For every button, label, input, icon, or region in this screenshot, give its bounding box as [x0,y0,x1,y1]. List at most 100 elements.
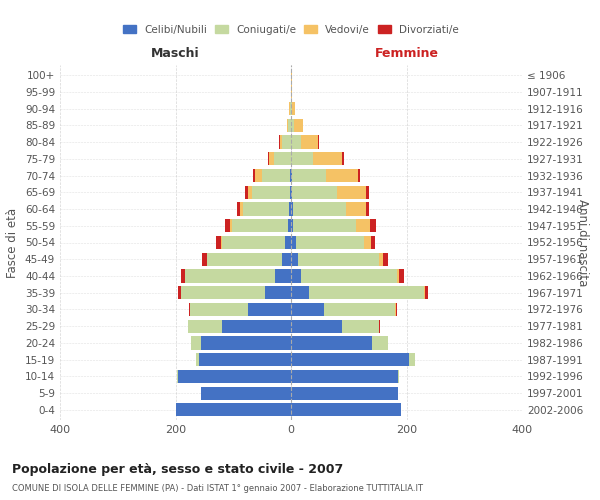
Bar [243,202,289,215]
Bar [291,386,398,400]
Bar [291,353,409,366]
Bar [379,252,383,266]
Bar [425,286,428,300]
Bar [291,152,313,166]
Bar [292,102,295,115]
Bar [356,219,370,232]
Bar [291,320,342,333]
Bar [292,169,326,182]
Bar [291,119,294,132]
Y-axis label: Anni di nascita: Anni di nascita [576,199,589,286]
Bar [291,202,293,215]
Bar [269,152,274,166]
Bar [409,353,415,366]
Bar [291,186,292,199]
Bar [364,236,371,249]
Bar [190,303,248,316]
Bar [317,136,319,148]
Bar [202,386,291,400]
Bar [291,404,401,416]
Bar [395,303,397,316]
Bar [177,370,178,383]
Bar [291,270,301,282]
Bar [176,404,291,416]
Bar [291,303,325,316]
Bar [202,336,291,349]
Bar [383,252,388,266]
Bar [189,303,190,316]
Bar [301,270,397,282]
Bar [262,169,290,182]
Bar [290,102,291,115]
Bar [370,219,376,232]
Bar [181,286,265,300]
Bar [181,270,185,282]
Bar [188,320,222,333]
Bar [298,252,379,266]
Bar [292,186,337,199]
Bar [291,136,301,148]
Bar [290,186,291,199]
Text: Femmine: Femmine [374,47,439,60]
Bar [279,136,280,148]
Bar [216,236,221,249]
Bar [285,236,291,249]
Bar [313,152,342,166]
Bar [265,286,291,300]
Bar [207,252,283,266]
Bar [291,252,298,266]
Bar [232,219,288,232]
Bar [342,152,344,166]
Bar [291,86,292,98]
Bar [291,102,292,115]
Bar [291,236,296,249]
Text: Maschi: Maschi [151,47,200,60]
Bar [283,252,291,266]
Bar [237,202,240,215]
Bar [371,236,376,249]
Text: Popolazione per età, sesso e stato civile - 2007: Popolazione per età, sesso e stato civil… [12,462,343,475]
Bar [287,119,288,132]
Bar [248,303,291,316]
Bar [288,219,291,232]
Bar [280,136,283,148]
Bar [253,186,290,199]
Bar [199,353,291,366]
Bar [291,370,398,383]
Text: COMUNE DI ISOLA DELLE FEMMINE (PA) - Dati ISTAT 1° gennaio 2007 - Elaborazione T: COMUNE DI ISOLA DELLE FEMMINE (PA) - Dat… [12,484,423,493]
Bar [178,286,181,300]
Bar [221,236,222,249]
Bar [346,202,366,215]
Bar [398,370,399,383]
Bar [289,202,291,215]
Bar [240,202,243,215]
Bar [291,286,310,300]
Bar [301,136,317,148]
Bar [275,270,291,282]
Bar [185,270,275,282]
Bar [342,320,379,333]
Bar [366,186,369,199]
Bar [268,152,269,166]
Bar [326,169,358,182]
Bar [397,270,399,282]
Bar [293,202,346,215]
Bar [196,353,199,366]
Bar [288,119,291,132]
Bar [222,236,285,249]
Bar [366,202,369,215]
Bar [222,320,291,333]
Bar [225,219,230,232]
Bar [294,119,302,132]
Bar [191,336,202,349]
Bar [424,286,425,300]
Bar [325,303,395,316]
Bar [337,186,366,199]
Bar [253,169,254,182]
Bar [283,136,291,148]
Bar [291,336,372,349]
Bar [291,219,293,232]
Bar [293,219,356,232]
Bar [296,236,364,249]
Bar [372,336,388,349]
